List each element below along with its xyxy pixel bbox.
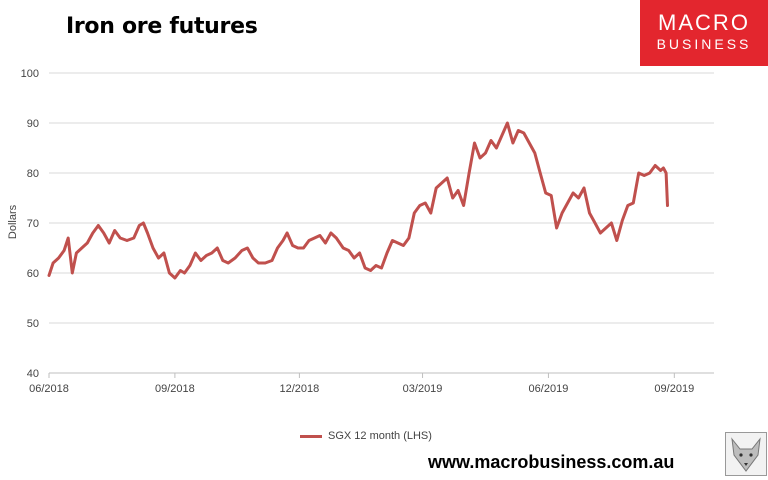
- x-tick-label: 06/2019: [529, 383, 569, 395]
- y-axis-ticks: 40 50 60 70 80 90 100: [21, 68, 39, 380]
- chart-title: Iron ore futures: [66, 14, 258, 39]
- legend-swatch-sgx: [300, 434, 322, 438]
- series-group: [47, 121, 669, 280]
- legend: SGX 12 month (LHS): [300, 430, 432, 442]
- fox-logo-icon: [725, 432, 767, 476]
- x-tick-label: 12/2018: [280, 383, 320, 395]
- x-axis-ticks: 06/2018 09/2018 12/2018 03/2019 06/2019 09/20…: [29, 373, 694, 395]
- y-tick-label: 90: [27, 118, 39, 130]
- y-tick-label: 40: [27, 368, 39, 380]
- macro-business-logo: MACRO BUSINESS: [640, 0, 768, 66]
- series-line-sgx-12-month: [47, 121, 669, 280]
- y-tick-label: 50: [27, 318, 39, 330]
- y-tick-label: 80: [27, 168, 39, 180]
- y-tick-label: 100: [21, 68, 39, 80]
- website-url: www.macrobusiness.com.au: [428, 452, 675, 472]
- x-tick-label: 09/2018: [155, 383, 195, 395]
- y-axis-label: Dollars: [7, 204, 19, 239]
- x-tick-label: 06/2018: [29, 383, 69, 395]
- logo-line-business: BUSINESS: [656, 36, 752, 52]
- x-tick-label: 09/2019: [654, 383, 694, 395]
- gridlines: [49, 72, 714, 324]
- x-tick-label: 03/2019: [403, 383, 443, 395]
- logo-line-macro: MACRO: [658, 10, 750, 35]
- y-tick-label: 60: [27, 268, 39, 280]
- y-tick-label: 70: [27, 218, 39, 230]
- legend-label-sgx: SGX 12 month (LHS): [328, 430, 432, 442]
